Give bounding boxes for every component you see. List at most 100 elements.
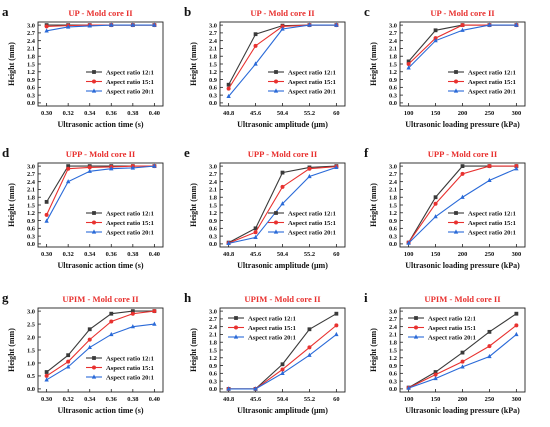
x-tick-label: 0.36 xyxy=(106,396,118,403)
data-point xyxy=(87,344,92,350)
y-tick-label: 0.9 xyxy=(389,218,397,225)
data-point xyxy=(334,311,339,316)
data-point xyxy=(406,62,411,66)
y-tick-label: 0.0 xyxy=(27,386,35,393)
data-point xyxy=(433,36,438,41)
y-tick-label: 2.7 xyxy=(209,30,218,37)
legend-entry: Aspect ratio 12:1 xyxy=(106,355,154,362)
data-point xyxy=(65,24,71,29)
chart-title: UPIM - Mold core II xyxy=(424,294,501,304)
y-tick-label: 1.5 xyxy=(389,61,397,68)
data-point xyxy=(280,170,285,175)
y-tick-label: 0.5 xyxy=(27,373,35,380)
data-point xyxy=(274,220,278,225)
y-tick-label: 3.0 xyxy=(27,163,35,170)
chart-panel-e: e UPP - Mold core II 0.00.30.60.91.21.51.8… xyxy=(184,145,346,270)
x-tick-label: 300 xyxy=(512,396,522,403)
x-tick-label: 50.4 xyxy=(277,396,289,403)
data-point xyxy=(280,184,285,189)
y-tick-label: 0.0 xyxy=(389,241,397,248)
x-tick-label: 50.4 xyxy=(277,251,289,258)
y-axis-label: Height (mm) xyxy=(189,42,198,86)
x-axis-label: Ultrasonic loading pressure (kPa) xyxy=(405,120,520,129)
data-point xyxy=(433,195,438,200)
data-point xyxy=(334,22,339,27)
x-tick-label: 60 xyxy=(333,396,339,403)
x-tick-label: 200 xyxy=(458,110,468,117)
y-tick-label: 2.1 xyxy=(389,187,397,194)
data-point xyxy=(487,177,492,183)
y-tick-label: 1.8 xyxy=(209,195,217,202)
x-tick-label: 250 xyxy=(485,110,495,117)
x-axis-label: Ultrasonic action time (s) xyxy=(58,120,144,129)
y-tick-label: 2.4 xyxy=(209,324,218,331)
data-point xyxy=(460,23,465,28)
y-tick-label: 2.4 xyxy=(389,38,398,45)
series-line-3 xyxy=(228,334,337,390)
x-tick-label: 0.34 xyxy=(84,251,96,258)
y-tick-label: 1.5 xyxy=(27,61,35,68)
y-tick-label: 1.8 xyxy=(389,54,397,61)
data-point xyxy=(460,350,465,355)
y-tick-label: 2.7 xyxy=(209,171,218,178)
data-point xyxy=(44,370,49,374)
y-tick-label: 1.2 xyxy=(389,69,397,76)
data-point xyxy=(433,28,438,33)
data-point xyxy=(460,364,465,369)
data-point xyxy=(253,43,258,48)
panel-letter: f xyxy=(364,145,369,160)
x-tick-label: 250 xyxy=(485,396,495,403)
legend-entry: Aspect ratio 20:1 xyxy=(468,88,516,95)
y-tick-label: 2.0 xyxy=(27,334,35,341)
data-point xyxy=(280,370,285,375)
x-axis-label: Ultrasonic amplitude (μm) xyxy=(237,261,328,270)
data-point xyxy=(253,32,258,37)
y-axis-label: Height (mm) xyxy=(7,42,16,86)
data-point xyxy=(514,311,519,316)
data-point xyxy=(453,229,459,234)
y-tick-label: 0.6 xyxy=(27,226,36,233)
data-point xyxy=(44,212,49,217)
y-axis-label: Height (mm) xyxy=(189,328,198,372)
chart-title: UPP - Mold core II xyxy=(66,149,136,159)
data-point xyxy=(273,229,279,234)
data-point xyxy=(433,372,438,377)
data-point xyxy=(65,364,71,369)
y-tick-label: 1.5 xyxy=(209,347,217,354)
data-point xyxy=(280,24,285,29)
y-tick-label: 1.2 xyxy=(27,210,35,217)
x-tick-label: 0.32 xyxy=(63,396,74,403)
y-axis-label: Height (mm) xyxy=(189,183,198,227)
y-tick-label: 3.0 xyxy=(389,22,397,29)
y-tick-label: 0.9 xyxy=(389,363,397,370)
y-tick-label: 1.0 xyxy=(27,360,35,367)
x-axis-label: Ultrasonic action time (s) xyxy=(58,261,144,270)
x-axis-label: Ultrasonic amplitude (μm) xyxy=(237,120,328,129)
y-tick-label: 2.7 xyxy=(389,171,398,178)
y-tick-label: 0.9 xyxy=(209,363,217,370)
data-point xyxy=(273,88,279,93)
y-tick-label: 1.8 xyxy=(27,195,35,202)
legend-entry: Aspect ratio 12:1 xyxy=(468,210,516,217)
x-tick-label: 100 xyxy=(404,110,414,117)
x-tick-label: 0.30 xyxy=(41,396,52,403)
y-tick-label: 2.7 xyxy=(27,171,36,178)
data-point xyxy=(66,359,71,364)
data-point xyxy=(87,327,92,332)
x-tick-label: 55.2 xyxy=(304,110,315,117)
x-tick-label: 150 xyxy=(431,251,441,258)
data-point xyxy=(226,86,231,91)
y-tick-label: 2.1 xyxy=(389,46,397,53)
x-tick-label: 150 xyxy=(431,396,441,403)
y-tick-label: 2.4 xyxy=(27,179,36,186)
data-point xyxy=(152,163,157,168)
x-tick-label: 100 xyxy=(404,251,414,258)
data-point xyxy=(406,240,411,245)
chart-panel-a: a UP - Mold core II0.00.30.60.91.21.51.82… xyxy=(2,4,164,129)
legend-entry: Aspect ratio 20:1 xyxy=(468,229,516,236)
data-point xyxy=(234,316,238,320)
legend-entry: Aspect ratio 20:1 xyxy=(106,374,154,381)
legend-entry: Aspect ratio 15:1 xyxy=(106,220,154,227)
data-point xyxy=(487,344,492,349)
